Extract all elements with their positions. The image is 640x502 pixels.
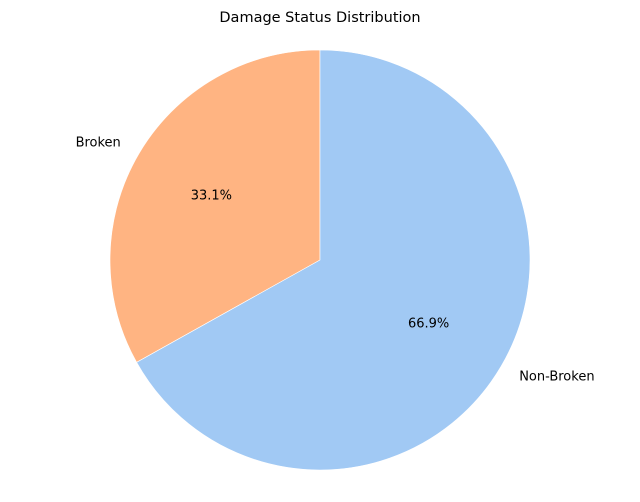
slice-percent-broken: 33.1% [191, 189, 232, 204]
pie-slice-non-broken [136, 49, 531, 471]
pie-labels: Broken 33.1% Non-Broken 66.9% [76, 136, 595, 385]
chart-title: Damage Status Distribution [219, 10, 420, 26]
pie-slice-broken [109, 49, 321, 363]
slice-percent-non-broken: 66.9% [408, 316, 449, 331]
pie-slices [109, 49, 531, 471]
slice-label-non-broken: Non-Broken [519, 369, 594, 384]
slice-label-broken: Broken [76, 136, 121, 151]
